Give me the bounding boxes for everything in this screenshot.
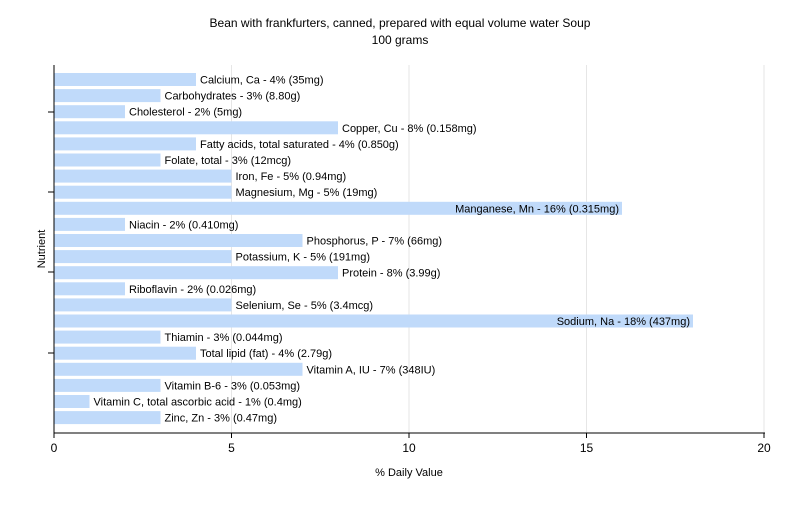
bar [54, 411, 161, 425]
bar [54, 250, 232, 264]
bar-label: Folate, total - 3% (12mcg) [165, 155, 292, 167]
bar [54, 201, 622, 215]
bar [54, 137, 196, 151]
bar [54, 346, 196, 360]
bar-label: Cholesterol - 2% (5mg) [129, 107, 242, 119]
bar-label: Potassium, K - 5% (191mg) [236, 252, 371, 264]
bar-label: Vitamin A, IU - 7% (348IU) [307, 364, 436, 376]
bar-label: Total lipid (fat) - 4% (2.79g) [200, 348, 332, 360]
bar-label: Calcium, Ca - 4% (35mg) [200, 75, 323, 87]
bar-label: Fatty acids, total saturated - 4% (0.850… [200, 139, 399, 151]
bar [54, 330, 161, 344]
bar [54, 185, 232, 199]
bar [54, 362, 303, 376]
x-axis-label: % Daily Value [375, 467, 443, 479]
x-tick-label: 20 [757, 441, 771, 455]
bar-label: Zinc, Zn - 3% (0.47mg) [165, 413, 277, 425]
bar [54, 266, 338, 280]
bar-label: Magnesium, Mg - 5% (19mg) [236, 187, 378, 199]
bar [54, 282, 125, 296]
bar-label: Iron, Fe - 5% (0.94mg) [236, 171, 347, 183]
bar [54, 153, 161, 167]
bar-label: Protein - 8% (3.99g) [342, 268, 440, 280]
y-axis-label: Nutrient [36, 230, 48, 269]
x-tick-label: 15 [580, 441, 594, 455]
bar [54, 234, 303, 247]
bar-label: Niacin - 2% (0.410mg) [129, 219, 238, 231]
bar-label: Manganese, Mn - 16% (0.315mg) [455, 203, 619, 215]
bar [54, 121, 338, 135]
x-tick-label: 5 [228, 441, 235, 455]
chart-title: Bean with frankfurters, canned, prepared… [210, 16, 591, 30]
bar [54, 378, 161, 392]
bar-label: Riboflavin - 2% (0.026mg) [129, 284, 256, 296]
x-tick-label: 10 [402, 441, 416, 455]
bar-label: Carbohydrates - 3% (8.80g) [165, 91, 301, 103]
bar [54, 169, 232, 183]
bar [54, 73, 196, 86]
bar [54, 89, 161, 103]
bar-label: Thiamin - 3% (0.044mg) [165, 332, 283, 344]
x-tick-label: 0 [51, 441, 58, 455]
bar [54, 217, 125, 231]
bar [54, 395, 90, 408]
bar-label: Selenium, Se - 5% (3.4mcg) [236, 300, 374, 312]
bar [54, 105, 125, 119]
bar [54, 298, 232, 312]
bar-label: Phosphorus, P - 7% (66mg) [307, 236, 443, 248]
bar [54, 314, 693, 328]
bar-label: Vitamin B-6 - 3% (0.053mg) [165, 380, 301, 392]
bar-label: Copper, Cu - 8% (0.158mg) [342, 123, 477, 135]
chart-subtitle: 100 grams [372, 33, 429, 47]
bar-label: Vitamin C, total ascorbic acid - 1% (0.4… [94, 397, 302, 409]
bar-label: Sodium, Na - 18% (437mg) [557, 316, 690, 328]
